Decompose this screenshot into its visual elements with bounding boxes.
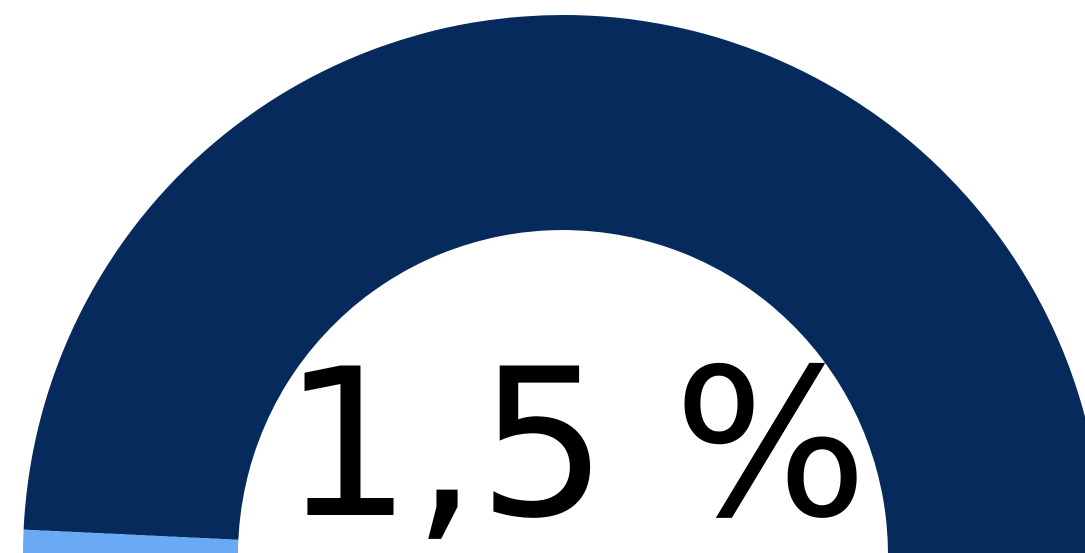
gauge-value [23,529,239,553]
gauge-track [23,15,1085,553]
value-label: 1,5 % [282,326,868,553]
gauge [23,15,1085,553]
